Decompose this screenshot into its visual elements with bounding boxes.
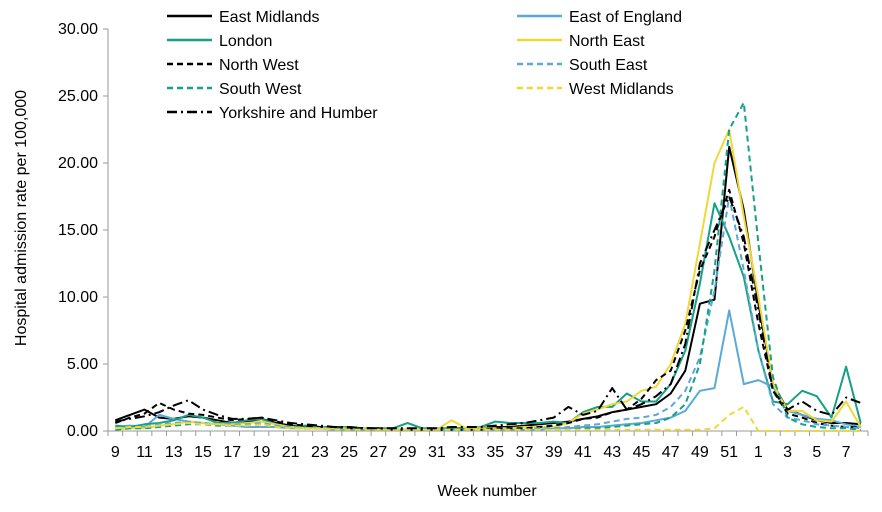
series-line-south-east xyxy=(115,195,861,431)
legend-label: South West xyxy=(219,81,302,98)
x-tick-label: 3 xyxy=(783,444,792,461)
x-tick-label: 19 xyxy=(253,444,271,461)
x-tick-label: 45 xyxy=(633,444,651,461)
x-tick-label: 33 xyxy=(457,444,475,461)
x-axis: 9 11 13 15 17 19 21 23 25 27 29 31 33 35 37 39 41 43 45 47 4… xyxy=(107,430,869,461)
legend-label: West Midlands xyxy=(569,81,674,98)
series-line-north-east xyxy=(115,128,862,431)
legend-label: East of England xyxy=(569,9,682,26)
y-tick-label: 10.00 xyxy=(58,289,98,306)
x-tick-label: 5 xyxy=(812,444,821,461)
y-tick-label: 20.00 xyxy=(58,155,98,172)
series-line-yorkshire-and-humber xyxy=(115,195,862,430)
x-tick-label: 47 xyxy=(662,444,680,461)
series-line-east-of-england xyxy=(115,309,861,431)
x-tick-label: 39 xyxy=(545,444,563,461)
x-tick-label: 49 xyxy=(691,444,709,461)
x-tick-label: 27 xyxy=(369,444,387,461)
y-tick-label: 25.00 xyxy=(58,88,98,105)
x-tick-label: 9 xyxy=(111,444,120,461)
x-tick-label: 35 xyxy=(486,444,504,461)
y-tick-label: 0.00 xyxy=(67,423,98,440)
legend-label: North East xyxy=(569,33,645,50)
x-tick-label: 17 xyxy=(223,444,241,461)
legend-label: East Midlands xyxy=(219,9,320,26)
x-tick-label: 51 xyxy=(720,444,738,461)
x-tick-label: 37 xyxy=(516,444,534,461)
y-tick-label: 30.00 xyxy=(58,21,98,38)
legend: East Midlands East of England London North … xyxy=(167,9,682,122)
x-tick-label: 7 xyxy=(842,444,851,461)
x-tick-label: 13 xyxy=(165,444,183,461)
series-line-east-midlands xyxy=(114,145,861,431)
y-axis-title: Hospital admission rate per 100,000 xyxy=(13,90,30,346)
x-tick-label: 29 xyxy=(399,444,417,461)
y-tick-label: 15.00 xyxy=(58,222,98,239)
x-axis-title: Week number xyxy=(437,483,537,500)
x-tick-label: 15 xyxy=(194,444,212,461)
x-tick-label: 41 xyxy=(574,444,592,461)
x-tick-label: 43 xyxy=(603,444,621,461)
x-tick-label: 11 xyxy=(136,444,153,461)
x-tick-label: 25 xyxy=(340,444,358,461)
series-layer xyxy=(114,101,862,432)
x-tick-label: 23 xyxy=(311,444,329,461)
x-tick-label: 1 xyxy=(754,444,763,461)
x-tick-label: 21 xyxy=(282,444,300,461)
series-line-london xyxy=(115,202,862,430)
series-line-west-midlands xyxy=(115,405,861,432)
y-axis: 0.00 5.00 10.00 15.00 20.00 25.00 30.00 xyxy=(58,21,109,440)
y-tick-label: 5.00 xyxy=(67,356,98,373)
legend-label: South East xyxy=(569,57,648,74)
legend-label: North West xyxy=(219,57,299,74)
series-line-north-west xyxy=(114,188,861,431)
legend-label: London xyxy=(219,33,272,50)
legend-label: Yorkshire and Humber xyxy=(219,105,378,122)
x-tick-label: 31 xyxy=(428,444,446,461)
